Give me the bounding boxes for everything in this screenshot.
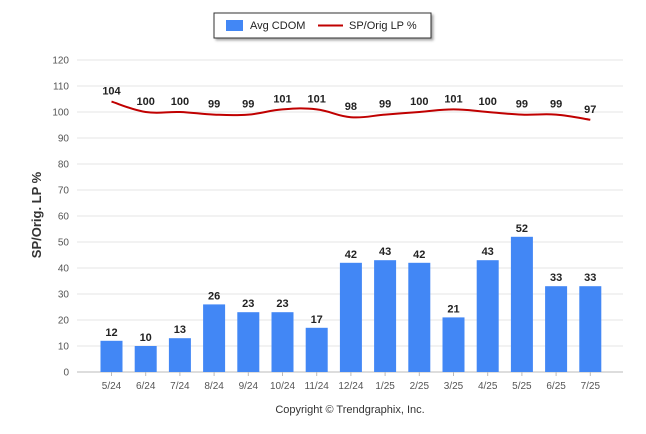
bar-value-label: 17	[311, 314, 323, 326]
x-tick-label: 5/25	[512, 381, 532, 392]
y-tick-label: 20	[58, 316, 70, 327]
x-tick-label: 10/24	[270, 381, 295, 392]
x-tick-label: 8/24	[204, 381, 224, 392]
bar	[100, 340, 123, 372]
y-tick-label: 10	[58, 342, 70, 353]
bar-value-label: 21	[447, 303, 459, 315]
legend-label-sp-orig-lp: SP/Orig LP %	[349, 20, 417, 32]
bar	[545, 286, 568, 372]
x-tick-label: 7/25	[581, 381, 601, 392]
line-value-label: 100	[410, 96, 428, 108]
x-tick-label: 9/24	[239, 381, 259, 392]
x-tick-label: 6/24	[136, 381, 156, 392]
line-value-label: 99	[379, 99, 391, 111]
line-value-label: 99	[208, 99, 220, 111]
bar-data-labels: 12 10 13 26 23 23 17 42 43 42 21 43 52 33 33	[105, 223, 596, 344]
x-tick-label: 12/24	[338, 381, 363, 392]
y-axis-title: SP/Orig. LP %	[29, 171, 44, 258]
legend-label-avg-cdom: Avg CDOM	[250, 20, 305, 32]
bar	[510, 236, 533, 372]
x-tick-label: 3/25	[444, 381, 464, 392]
bar-value-label: 13	[174, 324, 186, 336]
line-value-label: 99	[516, 99, 528, 111]
line-value-label: 100	[479, 96, 497, 108]
x-tick-label: 7/24	[170, 381, 190, 392]
y-tick-label: 110	[53, 82, 69, 93]
bar	[442, 317, 465, 372]
legend-swatch-avg-cdom	[226, 20, 243, 31]
y-tick-label: 120	[52, 56, 69, 67]
line-value-label: 99	[242, 99, 254, 111]
bar	[305, 327, 328, 372]
y-tick-label: 100	[52, 108, 69, 119]
y-tick-label: 70	[58, 186, 70, 197]
line-value-label: 100	[137, 96, 155, 108]
bar	[203, 304, 226, 372]
bar-value-label: 52	[516, 223, 528, 235]
bar-value-label: 43	[379, 246, 391, 258]
bar-value-label: 23	[242, 298, 254, 310]
line-value-label: 98	[345, 101, 357, 113]
line-value-label: 104	[102, 86, 121, 98]
bar-series-avg-cdom	[100, 236, 602, 372]
y-tick-label: 80	[58, 160, 70, 171]
bar-value-label: 26	[208, 290, 220, 302]
bar	[408, 262, 431, 372]
bar-value-label: 43	[482, 246, 494, 258]
line-value-label: 101	[308, 93, 326, 105]
x-tick-label: 6/25	[546, 381, 566, 392]
series-line	[111, 100, 591, 121]
y-tick-label: 60	[58, 212, 70, 223]
bar	[271, 312, 294, 372]
bar	[134, 346, 157, 372]
x-tick-label: 5/24	[102, 381, 122, 392]
bar	[476, 260, 499, 372]
x-tick-label: 2/25	[410, 381, 430, 392]
line-value-label: 100	[171, 96, 189, 108]
x-axis-ticks: 5/24 6/24 7/24 8/24 9/24 10/24 11/24 12/24 1/25 2…	[102, 372, 601, 392]
bar-value-label: 23	[276, 298, 288, 310]
bar	[339, 262, 362, 372]
line-data-labels: 104 100 100 99 99 101 101 98 99 100 101 100 99 99 97	[102, 86, 596, 116]
y-tick-label: 0	[63, 368, 69, 379]
x-tick-label: 1/25	[375, 381, 395, 392]
line-value-label: 99	[550, 99, 562, 111]
y-axis-ticks: 0 10 20 30 40 50 60 70 80 90 100 110 120	[52, 56, 69, 379]
y-tick-label: 30	[58, 290, 70, 301]
bar-value-label: 33	[550, 272, 562, 284]
bar	[579, 286, 602, 372]
x-tick-label: 4/25	[478, 381, 498, 392]
copyright-text: Copyright © Trendgraphix, Inc.	[275, 404, 424, 416]
bar	[168, 338, 191, 372]
line-series-sp-orig-lp	[111, 100, 591, 121]
line-value-label: 97	[584, 104, 596, 116]
y-tick-label: 40	[58, 264, 70, 275]
x-tick-label: 11/24	[305, 381, 330, 392]
y-tick-label: 90	[58, 134, 70, 145]
bar-value-label: 10	[140, 332, 152, 344]
bar-value-label: 42	[345, 249, 357, 261]
bar-value-label: 42	[413, 249, 425, 261]
bar-value-label: 12	[105, 327, 117, 339]
bar-value-label: 33	[584, 272, 596, 284]
y-tick-label: 50	[58, 238, 70, 249]
legend: Avg CDOM SP/Orig LP %	[213, 12, 432, 39]
line-value-label: 101	[444, 93, 462, 105]
line-value-label: 101	[273, 93, 291, 105]
bar	[237, 312, 260, 372]
bar	[374, 260, 397, 372]
